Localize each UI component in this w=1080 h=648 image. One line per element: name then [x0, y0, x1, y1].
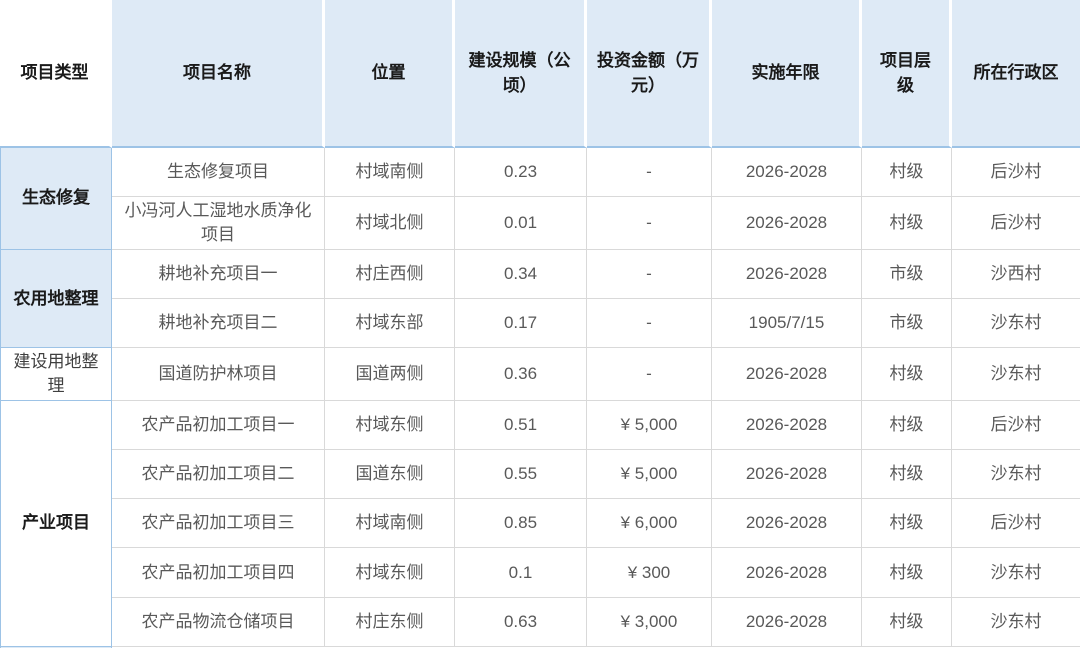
table-cell: ¥ 5,000 — [587, 449, 712, 500]
table-cell: - — [587, 298, 712, 349]
column-header: 实施年限 — [712, 0, 862, 148]
table-cell: 村级 — [862, 400, 952, 450]
table-cell: 村域北侧 — [325, 197, 455, 250]
table-cell: - — [587, 249, 712, 299]
table-cell: 村级 — [862, 548, 952, 598]
table-cell: 0.01 — [455, 197, 587, 250]
partial-next-row — [0, 646, 1080, 648]
table-cell: 0.63 — [455, 597, 587, 647]
table-cell: 市级 — [862, 298, 952, 349]
table-cell: 沙东村 — [952, 449, 1080, 500]
table-cell: 2026-2028 — [712, 197, 862, 250]
table-cell: 国道东侧 — [325, 449, 455, 500]
table-cell: 2026-2028 — [712, 449, 862, 500]
column-header: 项目类型 — [0, 0, 112, 148]
table-cell: 0.17 — [455, 298, 587, 349]
table-cell: 后沙村 — [952, 148, 1080, 198]
group-cell: 产业项目 — [0, 400, 112, 647]
table-cell: 农产品初加工项目三 — [112, 499, 325, 549]
table-cell: ¥ 5,000 — [587, 400, 712, 450]
table-cell: 村庄西侧 — [325, 249, 455, 299]
table-cell: 沙东村 — [952, 548, 1080, 598]
table-cell: 村级 — [862, 597, 952, 647]
table-cell: 0.36 — [455, 348, 587, 401]
table-cell: 耕地补充项目一 — [112, 249, 325, 299]
table-cell: 沙西村 — [952, 249, 1080, 299]
group-cell: 生态修复 — [0, 148, 112, 250]
table-cell: 村级 — [862, 449, 952, 500]
table-cell: 村庄东侧 — [325, 597, 455, 647]
table-cell: 0.51 — [455, 400, 587, 450]
table-cell: 2026-2028 — [712, 548, 862, 598]
table-cell: 村域东侧 — [325, 548, 455, 598]
table-cell: 小冯河人工湿地水质净化项目 — [112, 197, 325, 250]
table-cell: 后沙村 — [952, 197, 1080, 250]
table-row: 产业项目 农产品初加工项目一 村域东侧 0.51 ¥ 5,000 2026-2028 村级后… — [0, 400, 1080, 647]
table-cell: 0.34 — [455, 249, 587, 299]
table-cell: 国道两侧 — [325, 348, 455, 401]
table-row: 小冯河人工湿地水质净化项目 村域北侧 0.01-2026-2028 村级 后沙村 — [0, 197, 1080, 250]
table-cell: 村域东部 — [325, 298, 455, 349]
column-header: 建设规模（公顷） — [455, 0, 587, 148]
table-row: 建设用地整理 国道防护林项目 国道两侧 0.36-2026-2028 村级 沙东村 — [0, 348, 1080, 401]
table-row: 耕地补充项目二 村域东部 0.17-1905/7/15 市级 沙东村 — [0, 298, 1080, 349]
table-cell: 村级 — [862, 499, 952, 549]
table-cell: 0.23 — [455, 148, 587, 198]
table-cell: - — [587, 197, 712, 250]
table-cell: 村域东侧 — [325, 400, 455, 450]
table-cell: 2026-2028 — [712, 348, 862, 401]
table-cell: 0.55 — [455, 449, 587, 500]
table-row: 农产品初加工项目二 国道东侧 0.55 ¥ 5,000 2026-2028 村级 沙东村 — [0, 449, 1080, 500]
table-cell: 村级 — [862, 197, 952, 250]
column-header: 所在行政区 — [952, 0, 1080, 148]
table-row: 农产品物流仓储项目 村庄东侧 0.63 ¥ 3,000 2026-2028 村级 沙东村 — [0, 597, 1080, 647]
table-cell: 村级 — [862, 148, 952, 198]
table-cell: 市级 — [862, 249, 952, 299]
partial-blank-cell — [112, 646, 1080, 648]
table-cell: ¥ 6,000 — [587, 499, 712, 549]
table-cell: 后沙村 — [952, 400, 1080, 450]
table-cell: 农产品物流仓储项目 — [112, 597, 325, 647]
table-cell: 0.1 — [455, 548, 587, 598]
table-cell: 2026-2028 — [712, 148, 862, 198]
table-cell: 0.85 — [455, 499, 587, 549]
column-header: 项目名称 — [112, 0, 325, 148]
table-cell: - — [587, 348, 712, 401]
table-cell: - — [587, 148, 712, 198]
table-cell: 村级 — [862, 348, 952, 401]
table-cell: 2026-2028 — [712, 249, 862, 299]
header-row: 项目类型 项目名称 位置 建设规模（公顷） 投资金额（万元） 实施年限 项目层级 所在行政区 — [0, 0, 1080, 148]
group-cell: 建设用地整理 — [0, 348, 112, 401]
table-cell: 农产品初加工项目一 — [112, 400, 325, 450]
table-cell: ¥ 300 — [587, 548, 712, 598]
table-cell: 沙东村 — [952, 597, 1080, 647]
table-cell: 耕地补充项目二 — [112, 298, 325, 349]
table-cell: 农产品初加工项目四 — [112, 548, 325, 598]
table-cell: 沙东村 — [952, 298, 1080, 349]
table-cell: 2026-2028 — [712, 597, 862, 647]
table-cell: 农产品初加工项目二 — [112, 449, 325, 500]
table-row: 农产品初加工项目四 村域东侧 0.1 ¥ 300 2026-2028 村级 沙东村 — [0, 548, 1080, 598]
table-cell: 2026-2028 — [712, 400, 862, 450]
table-cell: 沙东村 — [952, 348, 1080, 401]
group-cell: 农用地整理 — [0, 249, 112, 349]
table-cell: 2026-2028 — [712, 499, 862, 549]
table-cell: 1905/7/15 — [712, 298, 862, 349]
table-row: 生态修复 生态修复项目 村域南侧 0.23-2026-2028 村级 后沙村 — [0, 148, 1080, 250]
table-cell: ¥ 3,000 — [587, 597, 712, 647]
table-cell: 村域南侧 — [325, 499, 455, 549]
table-cell: 生态修复项目 — [112, 148, 325, 198]
table-cell: 国道防护林项目 — [112, 348, 325, 401]
column-header: 位置 — [325, 0, 455, 148]
table-row: 农用地整理 耕地补充项目一 村庄西侧 0.34-2026-2028 市级 沙西村 — [0, 249, 1080, 349]
column-header: 项目层级 — [862, 0, 952, 148]
partial-group-cell — [0, 646, 112, 648]
column-header: 投资金额（万元） — [587, 0, 712, 148]
table-row: 农产品初加工项目三 村域南侧 0.85 ¥ 6,000 2026-2028 村级 后沙村 — [0, 499, 1080, 549]
table-cell: 后沙村 — [952, 499, 1080, 549]
table-cell: 村域南侧 — [325, 148, 455, 198]
